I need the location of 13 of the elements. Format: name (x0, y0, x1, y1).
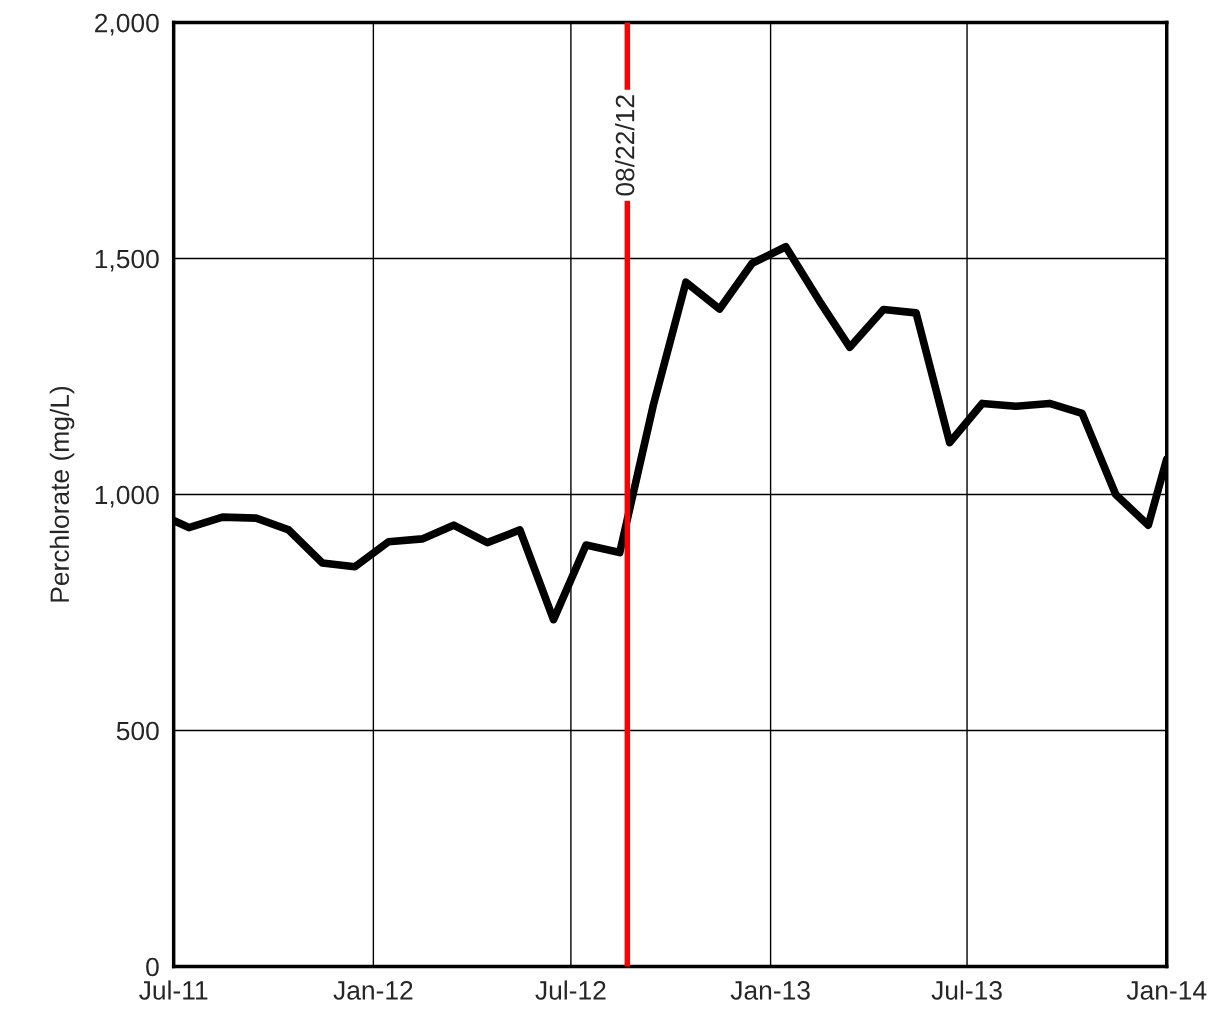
y-tick-label: 500 (116, 721, 159, 741)
x-tick-label: Jul-12 (535, 980, 606, 1000)
x-tick-label: Jul-11 (139, 980, 208, 1000)
x-tick-label: Jan-12 (333, 981, 413, 1000)
y-tick-label: 2,000 (95, 13, 159, 36)
y-axis-title: Perchlorate (mg/L) (49, 386, 75, 602)
y-tick-label: 0 (146, 957, 159, 977)
x-tick-label: Jul-13 (931, 980, 1002, 1000)
y-tick-label: 1,500 (95, 249, 159, 272)
ref-line-label: 08/22/12 (615, 95, 635, 196)
y-tick-label: 1,000 (95, 485, 159, 508)
x-tick-label: Jan-14 (1126, 981, 1207, 1000)
x-tick-label: Jan-13 (730, 981, 810, 1000)
